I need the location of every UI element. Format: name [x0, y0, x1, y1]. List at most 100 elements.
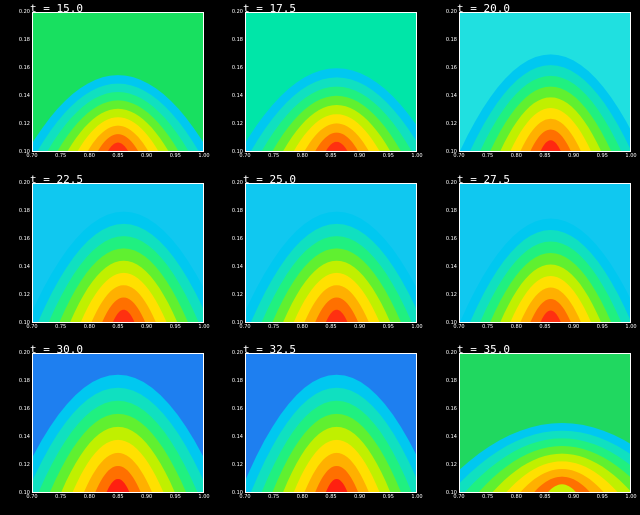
y-tick-label: 0.18 — [445, 378, 457, 384]
panel-title: t = 35.0 — [457, 343, 510, 356]
panel-title: t = 25.0 — [243, 173, 296, 186]
x-tick-label: 1.00 — [625, 324, 637, 330]
x-tick-label: 0.75 — [482, 324, 494, 330]
contour-band — [530, 129, 571, 151]
x-tick-label: 0.70 — [239, 494, 251, 500]
contour-plot-area — [245, 12, 417, 152]
contour-panel: t = 15.0 0.10 0.12 0.14 0.16 0.18 0.20 0.70 0.75… — [0, 2, 213, 174]
x-tick-label: 0.90 — [141, 324, 153, 330]
contour-svg — [460, 13, 630, 151]
y-tick-label: 0.10 — [231, 149, 243, 155]
x-tick-label: 1.00 — [625, 494, 637, 500]
x-tick-label: 0.95 — [596, 324, 608, 330]
y-tick-label: 0.10 — [18, 320, 30, 326]
x-tick-label: 1.00 — [625, 153, 637, 159]
y-tick-label: 0.12 — [231, 292, 243, 298]
x-tick-label: 0.75 — [55, 153, 67, 159]
x-tick-label: 0.90 — [141, 153, 153, 159]
contour-band — [315, 132, 359, 151]
y-tick-label: 0.16 — [18, 406, 30, 412]
x-tick-label: 0.95 — [169, 324, 181, 330]
y-tick-label: 0.16 — [231, 236, 243, 242]
y-tick-label: 0.20 — [231, 180, 243, 186]
panel-title: t = 22.5 — [30, 173, 83, 186]
x-tick-label: 0.70 — [453, 494, 465, 500]
contour-panel: t = 27.5 0.10 0.12 0.14 0.16 0.18 0.20 0.70 0.75… — [427, 173, 640, 345]
x-tick-label: 1.00 — [411, 324, 423, 330]
x-tick-label: 0.95 — [596, 494, 608, 500]
contour-svg — [460, 354, 630, 492]
y-tick-label: 0.14 — [18, 434, 30, 440]
contour-panel: t = 35.0 0.10 0.12 0.14 0.16 0.18 0.20 0.70 0.75… — [427, 343, 640, 515]
x-tick-label: 0.85 — [325, 153, 337, 159]
x-tick-label: 1.00 — [411, 494, 423, 500]
contour-band — [325, 309, 348, 322]
y-tick-label: 0.18 — [231, 208, 243, 214]
x-tick-label: 0.85 — [325, 324, 337, 330]
x-tick-label: 1.00 — [198, 494, 210, 500]
y-tick-label: 0.16 — [231, 65, 243, 71]
y-tick-label: 0.14 — [445, 93, 457, 99]
x-tick-label: 0.70 — [26, 324, 38, 330]
y-tick-label: 0.18 — [18, 378, 30, 384]
y-tick-label: 0.16 — [445, 406, 457, 412]
y-tick-label: 0.12 — [18, 292, 30, 298]
x-tick-label: 0.85 — [112, 324, 124, 330]
y-tick-label: 0.10 — [445, 320, 457, 326]
contour-band — [106, 478, 130, 492]
contour-band — [540, 140, 561, 151]
x-tick-label: 0.80 — [83, 324, 95, 330]
x-tick-label: 1.00 — [198, 324, 210, 330]
y-tick-label: 0.14 — [18, 264, 30, 270]
x-tick-label: 0.85 — [539, 153, 551, 159]
contour-svg — [33, 13, 203, 151]
y-tick-label: 0.10 — [445, 490, 457, 496]
y-tick-label: 0.20 — [18, 9, 30, 15]
x-tick-label: 0.80 — [296, 494, 308, 500]
y-tick-label: 0.18 — [231, 378, 243, 384]
x-tick-label: 0.80 — [510, 153, 522, 159]
x-tick-label: 0.95 — [382, 494, 394, 500]
x-tick-label: 0.80 — [510, 494, 522, 500]
x-tick-label: 0.85 — [325, 494, 337, 500]
contour-panel: t = 20.0 0.10 0.12 0.14 0.16 0.18 0.20 0.70 0.75… — [427, 2, 640, 174]
y-tick-label: 0.14 — [445, 264, 457, 270]
x-tick-label: 0.90 — [568, 153, 580, 159]
y-tick-label: 0.14 — [231, 264, 243, 270]
y-tick-label: 0.14 — [445, 434, 457, 440]
contour-svg — [246, 184, 416, 322]
x-tick-label: 0.70 — [453, 324, 465, 330]
y-tick-label: 0.20 — [18, 350, 30, 356]
x-tick-label: 0.75 — [482, 153, 494, 159]
x-tick-label: 0.85 — [112, 153, 124, 159]
contour-band — [107, 142, 129, 151]
y-tick-label: 0.12 — [231, 121, 243, 127]
x-tick-label: 0.85 — [539, 324, 551, 330]
y-tick-label: 0.20 — [445, 9, 457, 15]
x-tick-label: 0.80 — [296, 324, 308, 330]
y-tick-label: 0.18 — [445, 37, 457, 43]
y-tick-label: 0.16 — [231, 406, 243, 412]
y-tick-label: 0.12 — [445, 292, 457, 298]
x-tick-label: 0.95 — [382, 153, 394, 159]
x-tick-label: 0.90 — [354, 494, 366, 500]
y-tick-label: 0.12 — [18, 121, 30, 127]
contour-band — [325, 478, 348, 492]
x-tick-label: 1.00 — [411, 153, 423, 159]
contour-band — [112, 309, 135, 322]
panel-title: t = 32.5 — [243, 343, 296, 356]
x-tick-label: 0.80 — [83, 494, 95, 500]
contour-panel: t = 17.5 0.10 0.12 0.14 0.16 0.18 0.20 0.70 0.75… — [213, 2, 426, 174]
x-tick-label: 0.95 — [596, 153, 608, 159]
contour-plot-area — [459, 12, 631, 152]
y-tick-label: 0.12 — [445, 121, 457, 127]
contour-panel: t = 32.5 0.10 0.12 0.14 0.16 0.18 0.20 0.70 0.75… — [213, 343, 426, 515]
contour-band — [315, 297, 359, 322]
panel-title: t = 30.0 — [30, 343, 83, 356]
contour-plot-area — [32, 183, 204, 323]
y-tick-label: 0.10 — [18, 149, 30, 155]
x-tick-label: 0.70 — [239, 153, 251, 159]
x-tick-label: 0.75 — [55, 324, 67, 330]
y-tick-label: 0.14 — [231, 434, 243, 440]
contour-band — [102, 297, 146, 322]
